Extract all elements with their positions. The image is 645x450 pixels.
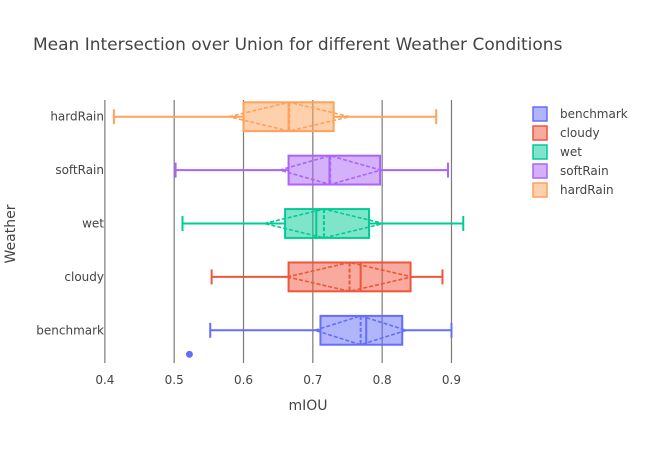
x-tick-label: 0.9 xyxy=(442,373,461,387)
y-tick-label: hardRain xyxy=(50,110,104,124)
legend-item-benchmark[interactable]: benchmark xyxy=(532,106,628,122)
y-axis-title: Weather xyxy=(3,204,19,263)
box-benchmark[interactable] xyxy=(185,314,453,358)
sd-diamond xyxy=(312,315,410,346)
x-tick-label: 0.8 xyxy=(373,373,392,387)
box-softRain[interactable] xyxy=(174,154,450,186)
box-iqr xyxy=(287,154,382,186)
boxes xyxy=(112,101,465,358)
legend-swatch xyxy=(532,106,548,122)
x-tick-label: 0.7 xyxy=(303,373,322,387)
legend-label: wet xyxy=(560,145,582,159)
sd-diamond xyxy=(264,208,384,239)
legend-label: benchmark xyxy=(560,107,628,121)
sd-diamond xyxy=(228,101,350,132)
chart-title: Mean Intersection over Union for differe… xyxy=(33,35,563,55)
y-tick-label: softRain xyxy=(55,163,104,177)
legend-swatch xyxy=(532,125,548,141)
legend-swatch xyxy=(532,144,548,160)
legend-item-cloudy[interactable]: cloudy xyxy=(532,125,600,141)
box-iqr xyxy=(284,208,370,239)
box-cloudy[interactable] xyxy=(210,261,444,293)
x-axis-title: mIOU xyxy=(288,398,327,414)
legend-label: softRain xyxy=(560,164,609,178)
legend-item-hardRain[interactable]: hardRain xyxy=(532,182,614,198)
grid xyxy=(104,100,453,363)
legend-item-wet[interactable]: wet xyxy=(532,144,582,160)
y-tick-label: cloudy xyxy=(64,270,104,284)
legend[interactable]: benchmark cloudy wet softRain hardRain xyxy=(532,106,628,198)
y-tick-label: benchmark xyxy=(36,323,104,337)
legend-swatch xyxy=(532,163,548,179)
y-tick-label: wet xyxy=(82,217,104,231)
outlier-point[interactable] xyxy=(185,350,193,358)
legend-item-softRain[interactable]: softRain xyxy=(532,163,609,179)
legend-label: cloudy xyxy=(560,126,600,140)
y-axis-ticks: benchmark cloudy wet softRain hardRain xyxy=(36,110,104,338)
sd-diamond xyxy=(276,154,384,186)
box-wet[interactable] xyxy=(181,208,465,239)
box-hardRain[interactable] xyxy=(112,101,438,133)
sd-diamond xyxy=(287,261,413,293)
x-tick-label: 0.6 xyxy=(234,373,253,387)
legend-swatch xyxy=(532,182,548,198)
x-tick-label: 0.5 xyxy=(165,373,184,387)
legend-label: hardRain xyxy=(560,183,614,197)
x-tick-label: 0.4 xyxy=(95,373,114,387)
x-axis-ticks: 0.4 0.5 0.6 0.7 0.8 0.9 xyxy=(95,373,461,387)
